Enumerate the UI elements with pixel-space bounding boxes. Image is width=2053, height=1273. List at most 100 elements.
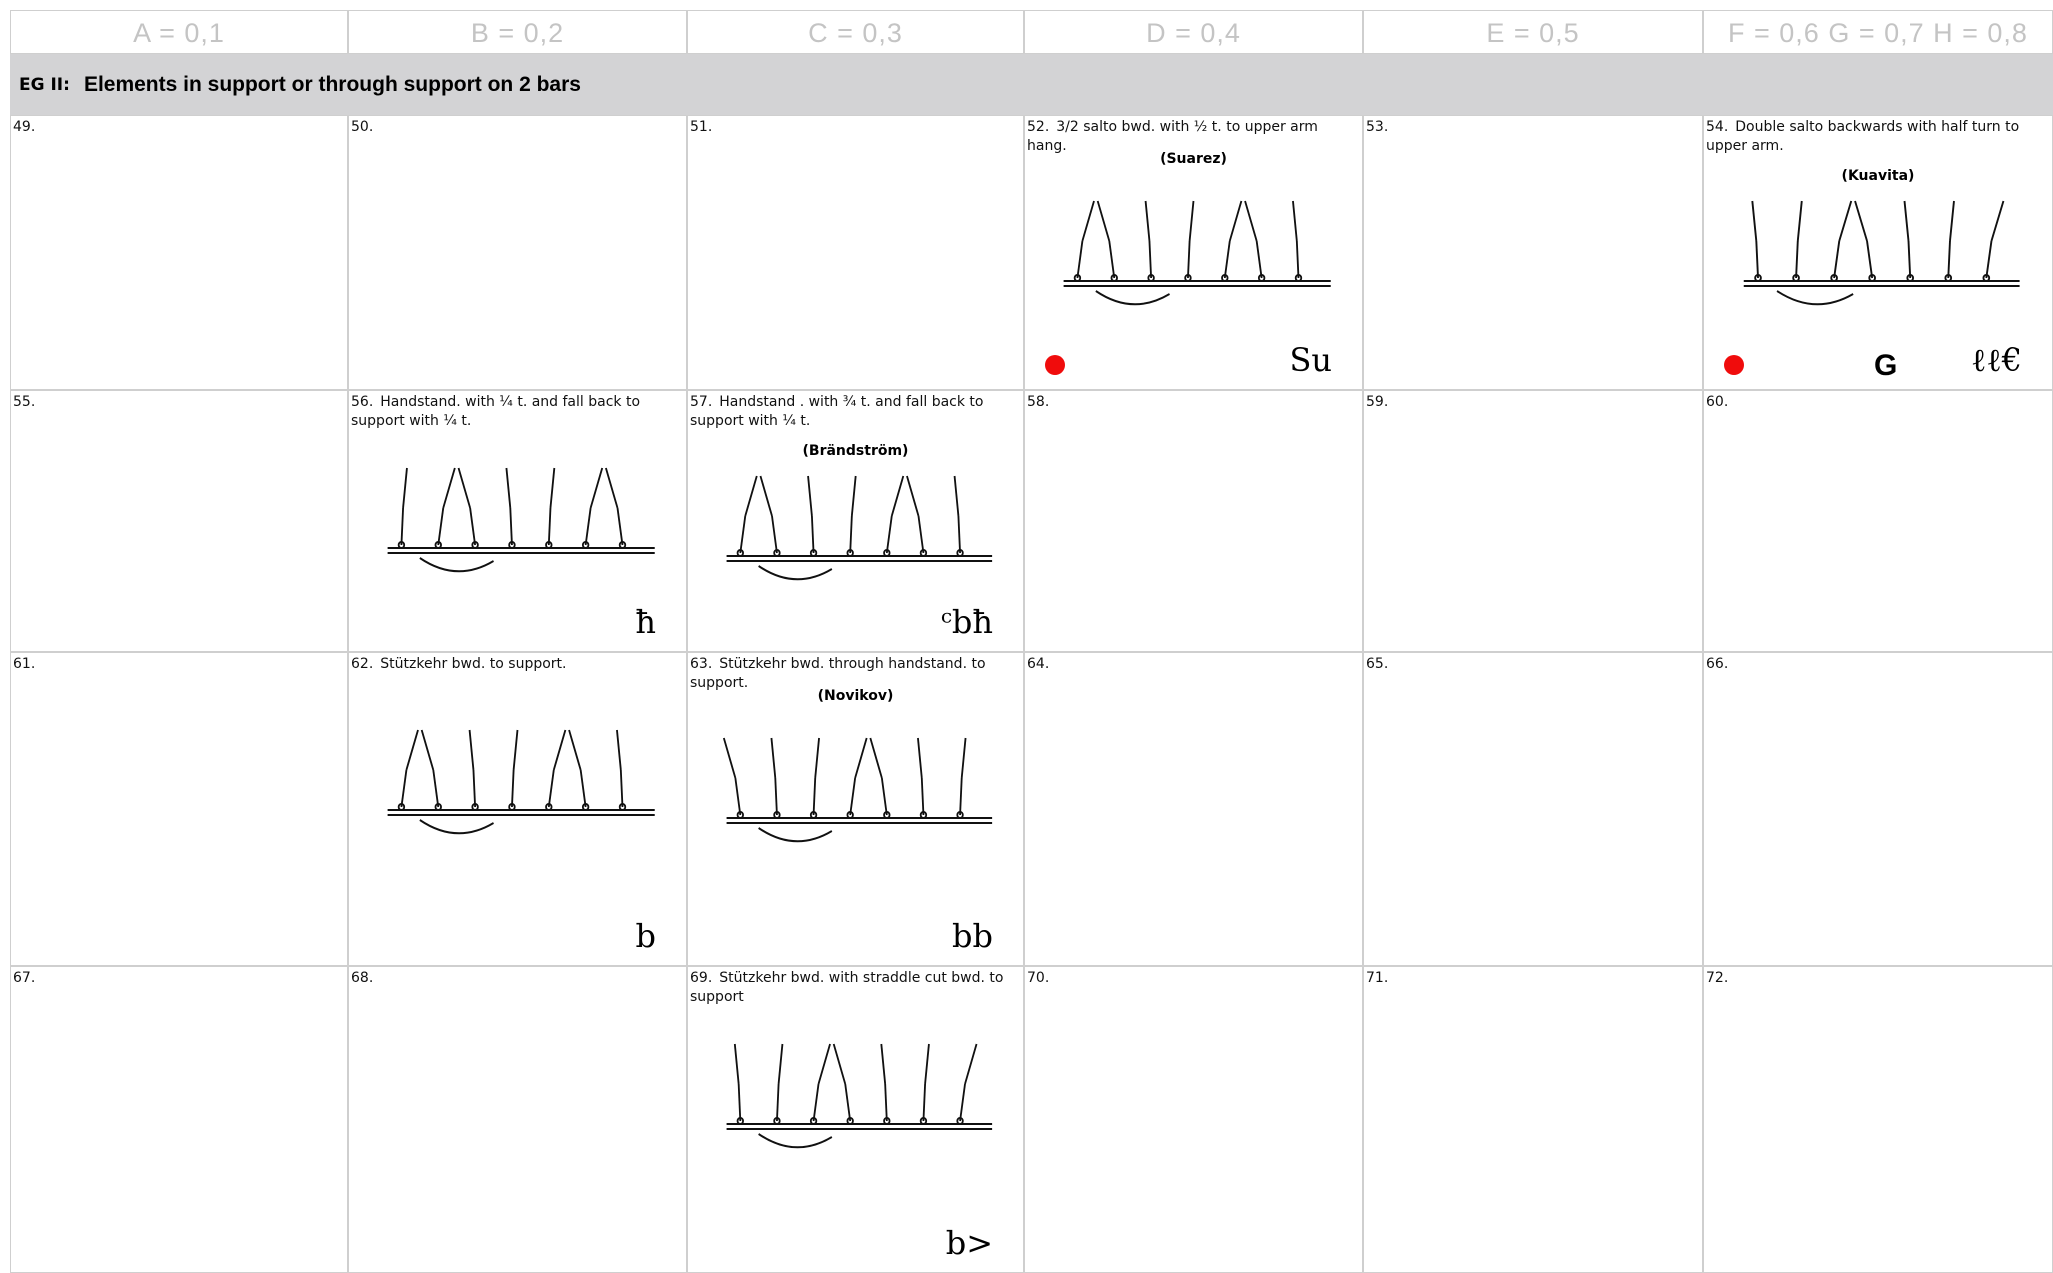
element-description: 50.	[351, 118, 682, 137]
element-description: 57. Handstand . with ¾ t. and fall back t…	[690, 393, 1019, 431]
illustration	[387, 467, 655, 573]
element-cell: 57. Handstand . with ¾ t. and fall back t…	[687, 390, 1024, 652]
element-symbol: ħ	[635, 603, 656, 641]
element-description: 56. Handstand. with ¼ t. and fall back to…	[351, 393, 682, 431]
illustration	[726, 475, 992, 581]
element-cell: 63. Stützkehr bwd. through handstand. to …	[687, 652, 1024, 966]
column-header: B = 0,2	[348, 10, 687, 54]
element-description: 49.	[13, 118, 343, 137]
element-cell: 71.	[1363, 966, 1703, 1273]
element-number: 55.	[13, 394, 36, 410]
element-text: Stützkehr bwd. to support.	[380, 656, 567, 672]
element-name: (Suarez)	[1160, 151, 1227, 167]
element-number: 67.	[13, 970, 36, 986]
element-cell: 65.	[1363, 652, 1703, 966]
element-cell: 53.	[1363, 115, 1703, 390]
element-cell: 49.	[10, 115, 348, 390]
element-symbol: b	[635, 917, 656, 955]
column-header: C = 0,3	[687, 10, 1024, 54]
element-number: 51.	[690, 119, 713, 135]
illustration	[726, 1043, 992, 1149]
element-number: 49.	[13, 119, 36, 135]
element-description: 70.	[1027, 969, 1358, 988]
element-description: 71.	[1366, 969, 1698, 988]
element-cell: 69. Stützkehr bwd. with straddle cut bwd.…	[687, 966, 1024, 1273]
group-header: EG II: Elements in support or through su…	[10, 54, 2053, 115]
element-description: 64.	[1027, 655, 1358, 674]
element-name: (Kuavita)	[1841, 168, 1915, 184]
element-symbol: b>	[945, 1224, 993, 1262]
element-text: Stützkehr bwd. with straddle cut bwd. to…	[690, 970, 1004, 1005]
element-text: Handstand. with ¼ t. and fall back to su…	[351, 394, 641, 429]
illustration	[1063, 200, 1331, 306]
element-description: 68.	[351, 969, 682, 988]
group-code: EG II:	[19, 74, 70, 95]
element-number: 60.	[1706, 394, 1729, 410]
element-number: 62.	[351, 656, 374, 672]
element-description: 69. Stützkehr bwd. with straddle cut bwd.…	[690, 969, 1019, 1007]
element-cell: 68.	[348, 966, 687, 1273]
element-cell: 61.	[10, 652, 348, 966]
element-symbol: ᶜbħ	[940, 603, 993, 641]
column-header: E = 0,5	[1363, 10, 1703, 54]
element-cell: 64.	[1024, 652, 1363, 966]
element-symbol: Su	[1289, 341, 1332, 379]
element-number: 66.	[1706, 656, 1729, 672]
element-cell: 55.	[10, 390, 348, 652]
element-number: 57.	[690, 394, 713, 410]
element-cell: 59.	[1363, 390, 1703, 652]
element-number: 64.	[1027, 656, 1050, 672]
element-text: Double salto backwards with half turn to…	[1706, 119, 2020, 154]
element-description: 51.	[690, 118, 1019, 137]
element-description: 55.	[13, 393, 343, 412]
element-description: 54. Double salto backwards with half turn…	[1706, 118, 2048, 156]
element-description: 58.	[1027, 393, 1358, 412]
element-symbol: ℓℓ€	[1970, 341, 2022, 379]
element-number: 68.	[351, 970, 374, 986]
element-number: 52.	[1027, 119, 1050, 135]
element-number: 61.	[13, 656, 36, 672]
element-description: 61.	[13, 655, 343, 674]
element-number: 70.	[1027, 970, 1050, 986]
element-name: (Novikov)	[817, 688, 894, 704]
element-cell: 51.	[687, 115, 1024, 390]
element-number: 54.	[1706, 119, 1729, 135]
element-cell: 72.	[1703, 966, 2053, 1273]
element-cell: 62. Stützkehr bwd. to support. b	[348, 652, 687, 966]
element-description: 63. Stützkehr bwd. through handstand. to …	[690, 655, 1019, 693]
element-description: 60.	[1706, 393, 2048, 412]
element-number: 59.	[1366, 394, 1389, 410]
element-text: Stützkehr bwd. through handstand. to sup…	[690, 656, 986, 691]
element-number: 72.	[1706, 970, 1729, 986]
element-number: 69.	[690, 970, 713, 986]
element-description: 59.	[1366, 393, 1698, 412]
element-description: 53.	[1366, 118, 1698, 137]
element-description: 65.	[1366, 655, 1698, 674]
element-cell: 70.	[1024, 966, 1363, 1273]
element-cell: 54. Double salto backwards with half turn…	[1703, 115, 2053, 390]
element-cell: 58.	[1024, 390, 1363, 652]
column-header: F = 0,6 G = 0,7 H = 0,8	[1703, 10, 2053, 54]
element-text: Handstand . with ¾ t. and fall back to s…	[690, 394, 984, 429]
element-number: 56.	[351, 394, 374, 410]
group-title: Elements in support or through support o…	[83, 72, 581, 96]
element-cell: 50.	[348, 115, 687, 390]
element-number: 65.	[1366, 656, 1389, 672]
element-description: 52. 3/2 salto bwd. with ½ t. to upper arm…	[1027, 118, 1358, 156]
element-description: 66.	[1706, 655, 2048, 674]
illustration	[722, 737, 992, 843]
element-number: 71.	[1366, 970, 1389, 986]
element-number: 53.	[1366, 119, 1389, 135]
value-group: G	[1874, 349, 1898, 382]
element-number: 58.	[1027, 394, 1050, 410]
new-element-marker	[1724, 355, 1744, 375]
element-symbol: bb	[952, 917, 993, 955]
element-number: 63.	[690, 656, 713, 672]
element-cell: 66.	[1703, 652, 2053, 966]
illustration	[387, 729, 655, 835]
element-number: 50.	[351, 119, 374, 135]
element-cell: 56. Handstand. with ¼ t. and fall back to…	[348, 390, 687, 652]
column-header: D = 0,4	[1024, 10, 1363, 54]
element-description: 62. Stützkehr bwd. to support.	[351, 655, 682, 674]
